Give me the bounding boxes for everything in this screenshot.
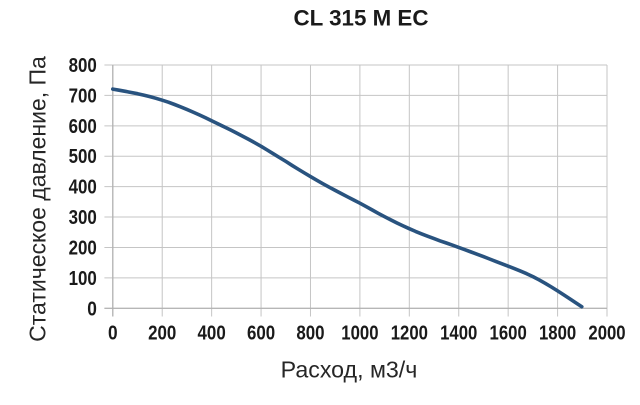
- svg-text:100: 100: [69, 268, 97, 290]
- svg-text:CL 315 M EC: CL 315 M EC: [294, 6, 429, 31]
- svg-text:1800: 1800: [539, 323, 576, 345]
- svg-text:200: 200: [69, 237, 97, 259]
- svg-text:1400: 1400: [440, 323, 477, 345]
- svg-text:2000: 2000: [588, 323, 625, 345]
- svg-text:Расход, м3/ч: Расход, м3/ч: [281, 356, 418, 382]
- svg-text:0: 0: [87, 298, 97, 320]
- svg-text:600: 600: [247, 323, 275, 345]
- svg-text:600: 600: [69, 116, 97, 138]
- svg-text:1200: 1200: [391, 323, 428, 345]
- svg-text:0: 0: [108, 323, 118, 345]
- svg-text:400: 400: [69, 177, 97, 199]
- svg-text:300: 300: [69, 207, 97, 229]
- svg-text:700: 700: [69, 85, 97, 107]
- svg-text:1000: 1000: [341, 323, 378, 345]
- svg-text:800: 800: [296, 323, 324, 345]
- svg-text:400: 400: [198, 323, 226, 345]
- svg-text:1600: 1600: [490, 323, 527, 345]
- svg-text:Статическое давление, Па: Статическое давление, Па: [25, 56, 51, 342]
- svg-text:200: 200: [148, 323, 176, 345]
- svg-text:800: 800: [69, 55, 97, 77]
- svg-text:500: 500: [69, 146, 97, 168]
